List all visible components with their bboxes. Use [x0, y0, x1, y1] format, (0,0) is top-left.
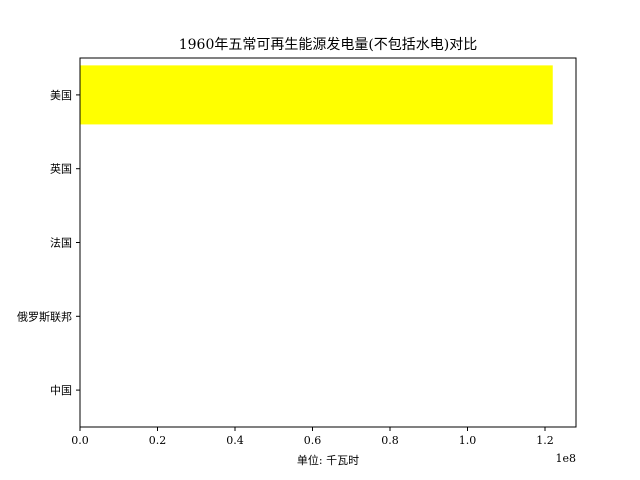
x-tick-label: 1.2 — [536, 434, 554, 447]
x-axis-offset-label: 1e8 — [555, 452, 576, 465]
x-tick-label: 0.2 — [149, 434, 167, 447]
x-axis-label: 单位: 千瓦时 — [297, 453, 359, 467]
x-axis-ticks: 0.0 0.2 0.4 0.6 0.8 1.0 1.2 — [71, 427, 554, 447]
x-tick-label: 0.4 — [226, 434, 244, 447]
y-tick-label: 法国 — [50, 236, 72, 250]
y-tick-label: 中国 — [50, 384, 72, 397]
y-tick-label: 美国 — [50, 89, 72, 102]
x-tick-label: 0.6 — [304, 434, 322, 447]
y-tick-label: 英国 — [50, 162, 72, 176]
y-tick-label: 俄罗斯联邦 — [17, 310, 72, 323]
bar-0 — [80, 65, 553, 125]
chart-title: 1960年五常可再生能源发电量(不包括水电)对比 — [179, 37, 478, 53]
x-tick-label: 1.0 — [459, 434, 477, 447]
x-tick-label: 0.0 — [71, 434, 89, 447]
bars-group — [80, 65, 553, 125]
x-tick-label: 0.8 — [381, 434, 399, 447]
